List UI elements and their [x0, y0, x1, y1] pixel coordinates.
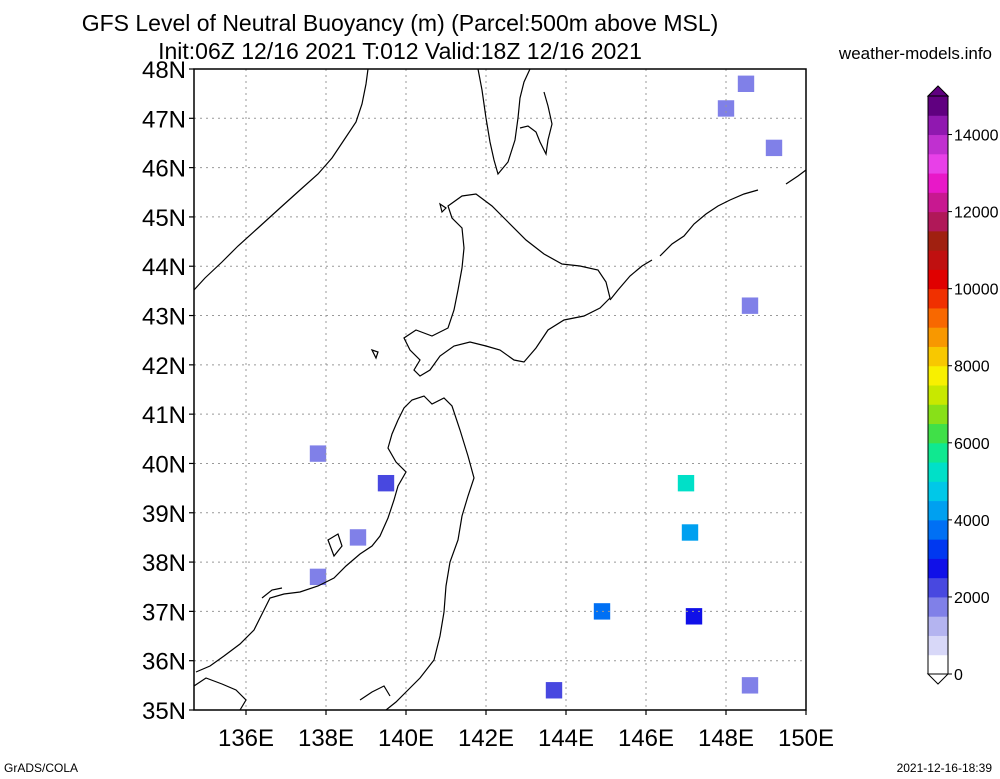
colorbar-segment — [928, 173, 948, 193]
colorbar-segment — [928, 654, 948, 675]
field-cell — [377, 474, 395, 492]
colorbar-label: 6000 — [954, 436, 990, 453]
colorbar-segment — [928, 192, 948, 213]
field-cell — [685, 608, 703, 625]
longitude-tick-label: 140E — [378, 725, 434, 752]
field-cell — [717, 100, 735, 117]
colorbar-frame — [927, 95, 949, 675]
latitude-tick-label: 38N — [142, 550, 186, 577]
credit-label: weather-models.info — [838, 44, 992, 63]
latitude-tick-label: 46N — [142, 156, 186, 183]
coastline — [194, 69, 806, 710]
colorbar-segment — [928, 385, 948, 405]
colorbar-segment — [928, 153, 948, 174]
field-cell — [309, 445, 327, 462]
colorbar-label: 14000 — [954, 128, 999, 145]
colorbar-min-arrow — [926, 673, 950, 685]
colorbar-segment — [928, 558, 948, 579]
colorbar-segment — [928, 230, 948, 251]
longitude-tick-label: 144E — [538, 725, 594, 752]
colorbar-segment — [928, 327, 948, 347]
colorbar-segment — [928, 346, 948, 367]
latitude-tick-label: 37N — [142, 599, 186, 626]
field-cell — [765, 139, 783, 157]
longitude-tick-label: 142E — [458, 725, 514, 752]
longitude-tick-label: 148E — [698, 725, 754, 752]
longitude-tick-label: 146E — [618, 725, 674, 752]
latitude-tick-label: 44N — [142, 254, 186, 281]
field-cell — [737, 75, 755, 92]
latitude-tick-label: 35N — [142, 698, 186, 725]
colorbar-segment — [928, 365, 948, 386]
colorbar: 0 2000 4000 6000 8000 10000 12000 14000 — [926, 85, 999, 685]
latitude-tick-label: 40N — [142, 451, 186, 478]
colorbar-max-arrow — [926, 85, 950, 97]
colorbar-segment — [928, 519, 948, 540]
colorbar-segment — [928, 500, 948, 521]
colorbar-segment — [928, 596, 948, 617]
longitude-tick-label: 150E — [778, 725, 834, 752]
latitude-tick-label: 48N — [142, 57, 186, 84]
software-label: GrADS/COLA — [4, 761, 79, 775]
latitude-tick-label: 36N — [142, 649, 186, 676]
latitude-tick-label: 45N — [142, 205, 186, 232]
colorbar-segment — [928, 307, 948, 328]
colorbar-segment — [928, 481, 948, 502]
colorbar-segment — [928, 462, 948, 482]
colorbar-segment — [928, 616, 948, 636]
latitude-tick-label: 42N — [142, 353, 186, 380]
latitude-tick-label: 47N — [142, 106, 186, 133]
colorbar-segment — [928, 404, 948, 425]
colorbar-label: 10000 — [954, 282, 999, 299]
field-cell — [741, 677, 759, 694]
field-cell — [349, 529, 367, 546]
field-cell — [677, 474, 695, 492]
colorbar-label: 8000 — [954, 359, 990, 376]
longitude-tick-label: 136E — [218, 725, 274, 752]
colorbar-segment — [928, 635, 948, 656]
timestamp-label: 2021-12-16-18:39 — [896, 761, 992, 775]
graticule — [194, 69, 806, 710]
colorbar-segment — [928, 288, 948, 309]
colorbar-segment — [928, 269, 948, 290]
colorbar-segment — [928, 539, 948, 559]
colorbar-label: 12000 — [954, 205, 999, 222]
latitude-tick-label: 43N — [142, 304, 186, 331]
colorbar-segment — [928, 115, 948, 136]
colorbar-segment — [928, 577, 948, 598]
chart-title-line2: Init:06Z 12/16 2021 T:012 Valid:18Z 12/1… — [158, 38, 642, 64]
colorbar-label: 2000 — [954, 590, 990, 607]
field-cell — [545, 682, 563, 699]
latitude-tick-label: 41N — [142, 402, 186, 429]
colorbar-segment — [928, 250, 948, 270]
buoyancy-field — [309, 75, 783, 699]
field-cell — [681, 524, 699, 541]
map-frame — [193, 68, 807, 711]
colorbar-segment — [928, 442, 948, 463]
colorbar-segment — [928, 96, 948, 116]
field-cell — [309, 568, 327, 586]
latitude-labels: 48N 47N 46N 45N 44N 43N 42N 41N 40N 39N 38N 37N 36N 3… — [142, 57, 194, 725]
colorbar-label: 4000 — [954, 513, 990, 530]
colorbar-label: 0 — [954, 667, 963, 684]
colorbar-segment — [928, 423, 948, 444]
field-cell — [741, 297, 759, 314]
latitude-tick-label: 39N — [142, 501, 186, 528]
chart-title-line1: GFS Level of Neutral Buoyancy (m) (Parce… — [81, 10, 719, 36]
longitude-labels: 136E 138E 140E 142E 144E 146E 148E 150E — [218, 710, 834, 752]
longitude-tick-label: 138E — [298, 725, 354, 752]
colorbar-segment — [928, 211, 948, 232]
colorbar-segment — [928, 134, 948, 155]
